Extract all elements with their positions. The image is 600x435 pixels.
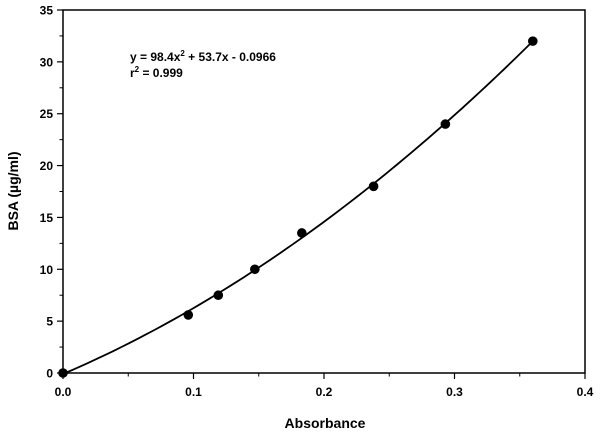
data-point xyxy=(440,119,451,129)
x-axis-title: Absorbance xyxy=(285,415,366,431)
data-point xyxy=(58,368,68,378)
y-axis-title: BSA (µg/ml) xyxy=(5,151,21,230)
plot-area-frame xyxy=(62,9,586,374)
data-point xyxy=(368,181,379,192)
fit-curve xyxy=(62,40,534,374)
x-axis-ticks: 0.0 0.1 0.2 0.3 0.4 xyxy=(55,373,594,399)
y-axis-ticks: 0 5 10 15 20 25 30 35 xyxy=(40,4,63,381)
y-tick-label: 10 xyxy=(40,263,54,277)
x-tick-label: 0.1 xyxy=(185,385,202,399)
data-points xyxy=(58,36,538,378)
data-point xyxy=(250,264,260,275)
y-tick-label: 5 xyxy=(46,315,53,329)
data-point xyxy=(297,228,307,238)
x-tick-label: 0.2 xyxy=(316,385,333,399)
y-tick-label: 35 xyxy=(40,4,54,18)
y-tick-label: 20 xyxy=(40,159,54,173)
y-tick-label: 25 xyxy=(40,107,54,121)
fit-equation: y = 98.4x2 + 53.7x - 0.0966 xyxy=(130,49,276,64)
y-tick-label: 0 xyxy=(46,367,53,381)
data-point xyxy=(213,290,224,301)
data-point xyxy=(183,310,194,320)
x-tick-label: 0.3 xyxy=(446,385,463,399)
x-tick-label: 0.0 xyxy=(55,385,72,399)
x-tick-label: 0.4 xyxy=(577,385,594,399)
y-tick-label: 15 xyxy=(40,211,54,225)
data-point xyxy=(528,36,538,46)
r-squared-label: r2 = 0.999 xyxy=(130,65,183,80)
y-tick-label: 30 xyxy=(40,55,54,69)
